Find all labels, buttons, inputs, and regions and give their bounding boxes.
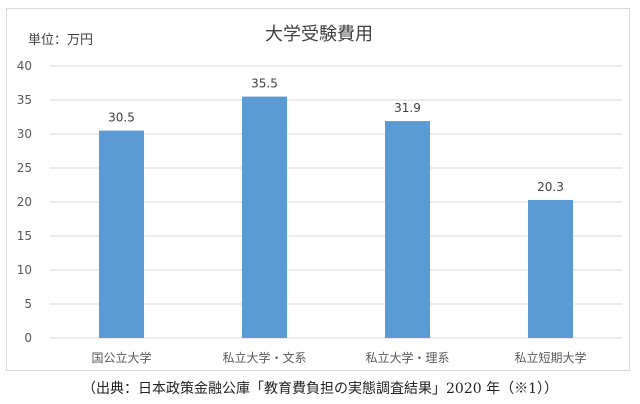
data-label: 30.5 (108, 111, 135, 125)
y-tick-label: 0 (24, 331, 32, 345)
category-label: 私立短期大学 (514, 350, 586, 365)
y-tick-label: 25 (17, 161, 32, 175)
category-label: 私立大学・理系 (365, 350, 449, 365)
data-labels: 30.5 35.5 31.9 20.3 (108, 77, 564, 194)
y-tick-label: 15 (17, 229, 32, 243)
unit-label: 単位：万円 (28, 32, 93, 48)
bar (528, 199, 573, 338)
source-note: （出典：日本政策金融公庫「教育費負担の実態調査結果」2020 年（※1）） (82, 381, 558, 397)
category-label: 私立大学・文系 (222, 350, 306, 365)
bar (242, 96, 287, 338)
bar-chart: 大学受験費用 単位：万円 0 5 10 15 20 25 30 35 40 30.5 35.5 31… (17, 24, 622, 365)
chart-title: 大学受験費用 (265, 24, 373, 45)
category-label: 国公立大学 (91, 350, 151, 365)
bars (99, 96, 573, 338)
y-tick-label: 30 (17, 127, 32, 141)
data-label: 20.3 (537, 180, 564, 194)
x-axis-categories: 国公立大学 私立大学・文系 私立大学・理系 私立短期大学 (91, 350, 586, 365)
y-tick-label: 35 (17, 93, 32, 107)
y-tick-label: 40 (17, 59, 32, 73)
gridlines (50, 65, 622, 339)
y-tick-label: 10 (17, 263, 32, 277)
data-label: 35.5 (251, 77, 278, 91)
bar (99, 130, 144, 338)
y-tick-label: 20 (17, 195, 32, 209)
y-tick-label: 5 (24, 297, 32, 311)
bar (385, 121, 430, 338)
y-axis-ticks: 0 5 10 15 20 25 30 35 40 (17, 59, 32, 345)
data-label: 31.9 (394, 101, 421, 115)
